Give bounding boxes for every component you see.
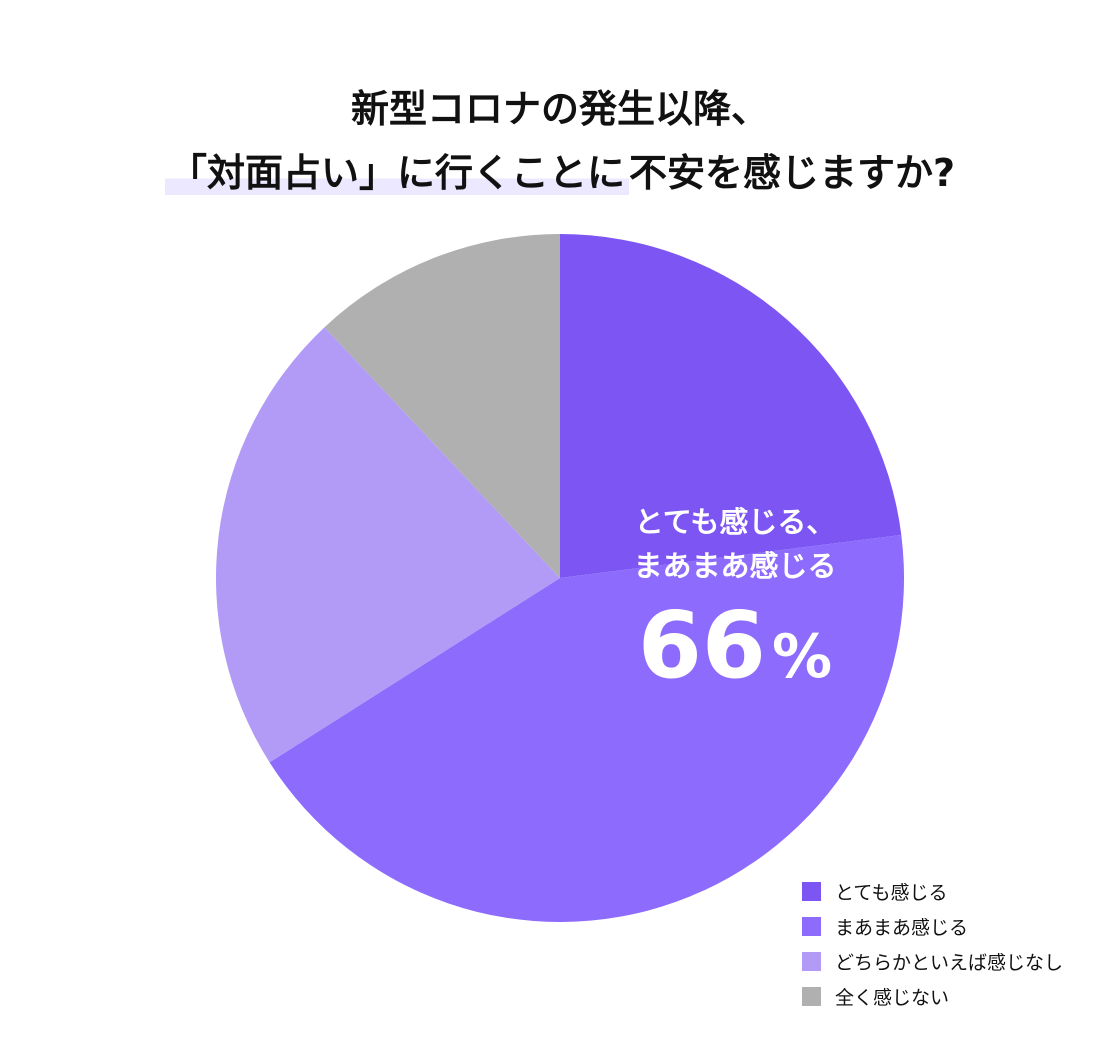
legend-label: とても感じる [835, 882, 948, 904]
annotation-percent: 66% [590, 598, 880, 720]
chart-title-line-2: 「対面占い」に行くことに 不安を感じますか? [0, 141, 1120, 205]
chart-title: 新型コロナの発生以降、 「対面占い」に行くことに 不安を感じますか? [0, 77, 1120, 205]
legend-label: 全く感じない [835, 987, 950, 1009]
chart-title-line-2-rest: 不安を感じますか? [628, 151, 956, 196]
pie-slice-3 [216, 327, 560, 763]
legend-item: 全く感じない [802, 979, 1063, 1014]
legend-item: とても感じる [802, 874, 1063, 909]
legend-label: まあまあ感じる [835, 917, 969, 939]
legend-swatch [802, 952, 821, 971]
pie-slice-2 [269, 534, 905, 923]
pie-slice-1 [560, 234, 902, 578]
annotation-line-2: まあまあ感じる [633, 549, 837, 583]
legend-swatch [802, 882, 821, 901]
chart-title-line-1: 新型コロナの発生以降、 [350, 87, 769, 132]
legend: とても感じる まあまあ感じる どちらかといえば感じなし 全く感じない [802, 874, 1063, 1014]
pie-slice-4 [324, 234, 560, 578]
legend-swatch [802, 987, 821, 1006]
annotation-line-1: とても感じる、 [634, 505, 836, 539]
pie-annotation: とても感じる、 まあまあ感じる 66% [590, 500, 880, 720]
annotation-value: 66 [637, 592, 766, 699]
legend-swatch [802, 917, 821, 936]
legend-item: どちらかといえば感じなし [802, 944, 1063, 979]
legend-label: どちらかといえば感じなし [835, 952, 1064, 974]
chart-title-highlight: 「対面占い」に行くことに [164, 151, 629, 196]
annotation-unit: % [771, 622, 833, 692]
legend-item: まあまあ感じる [802, 909, 1063, 944]
